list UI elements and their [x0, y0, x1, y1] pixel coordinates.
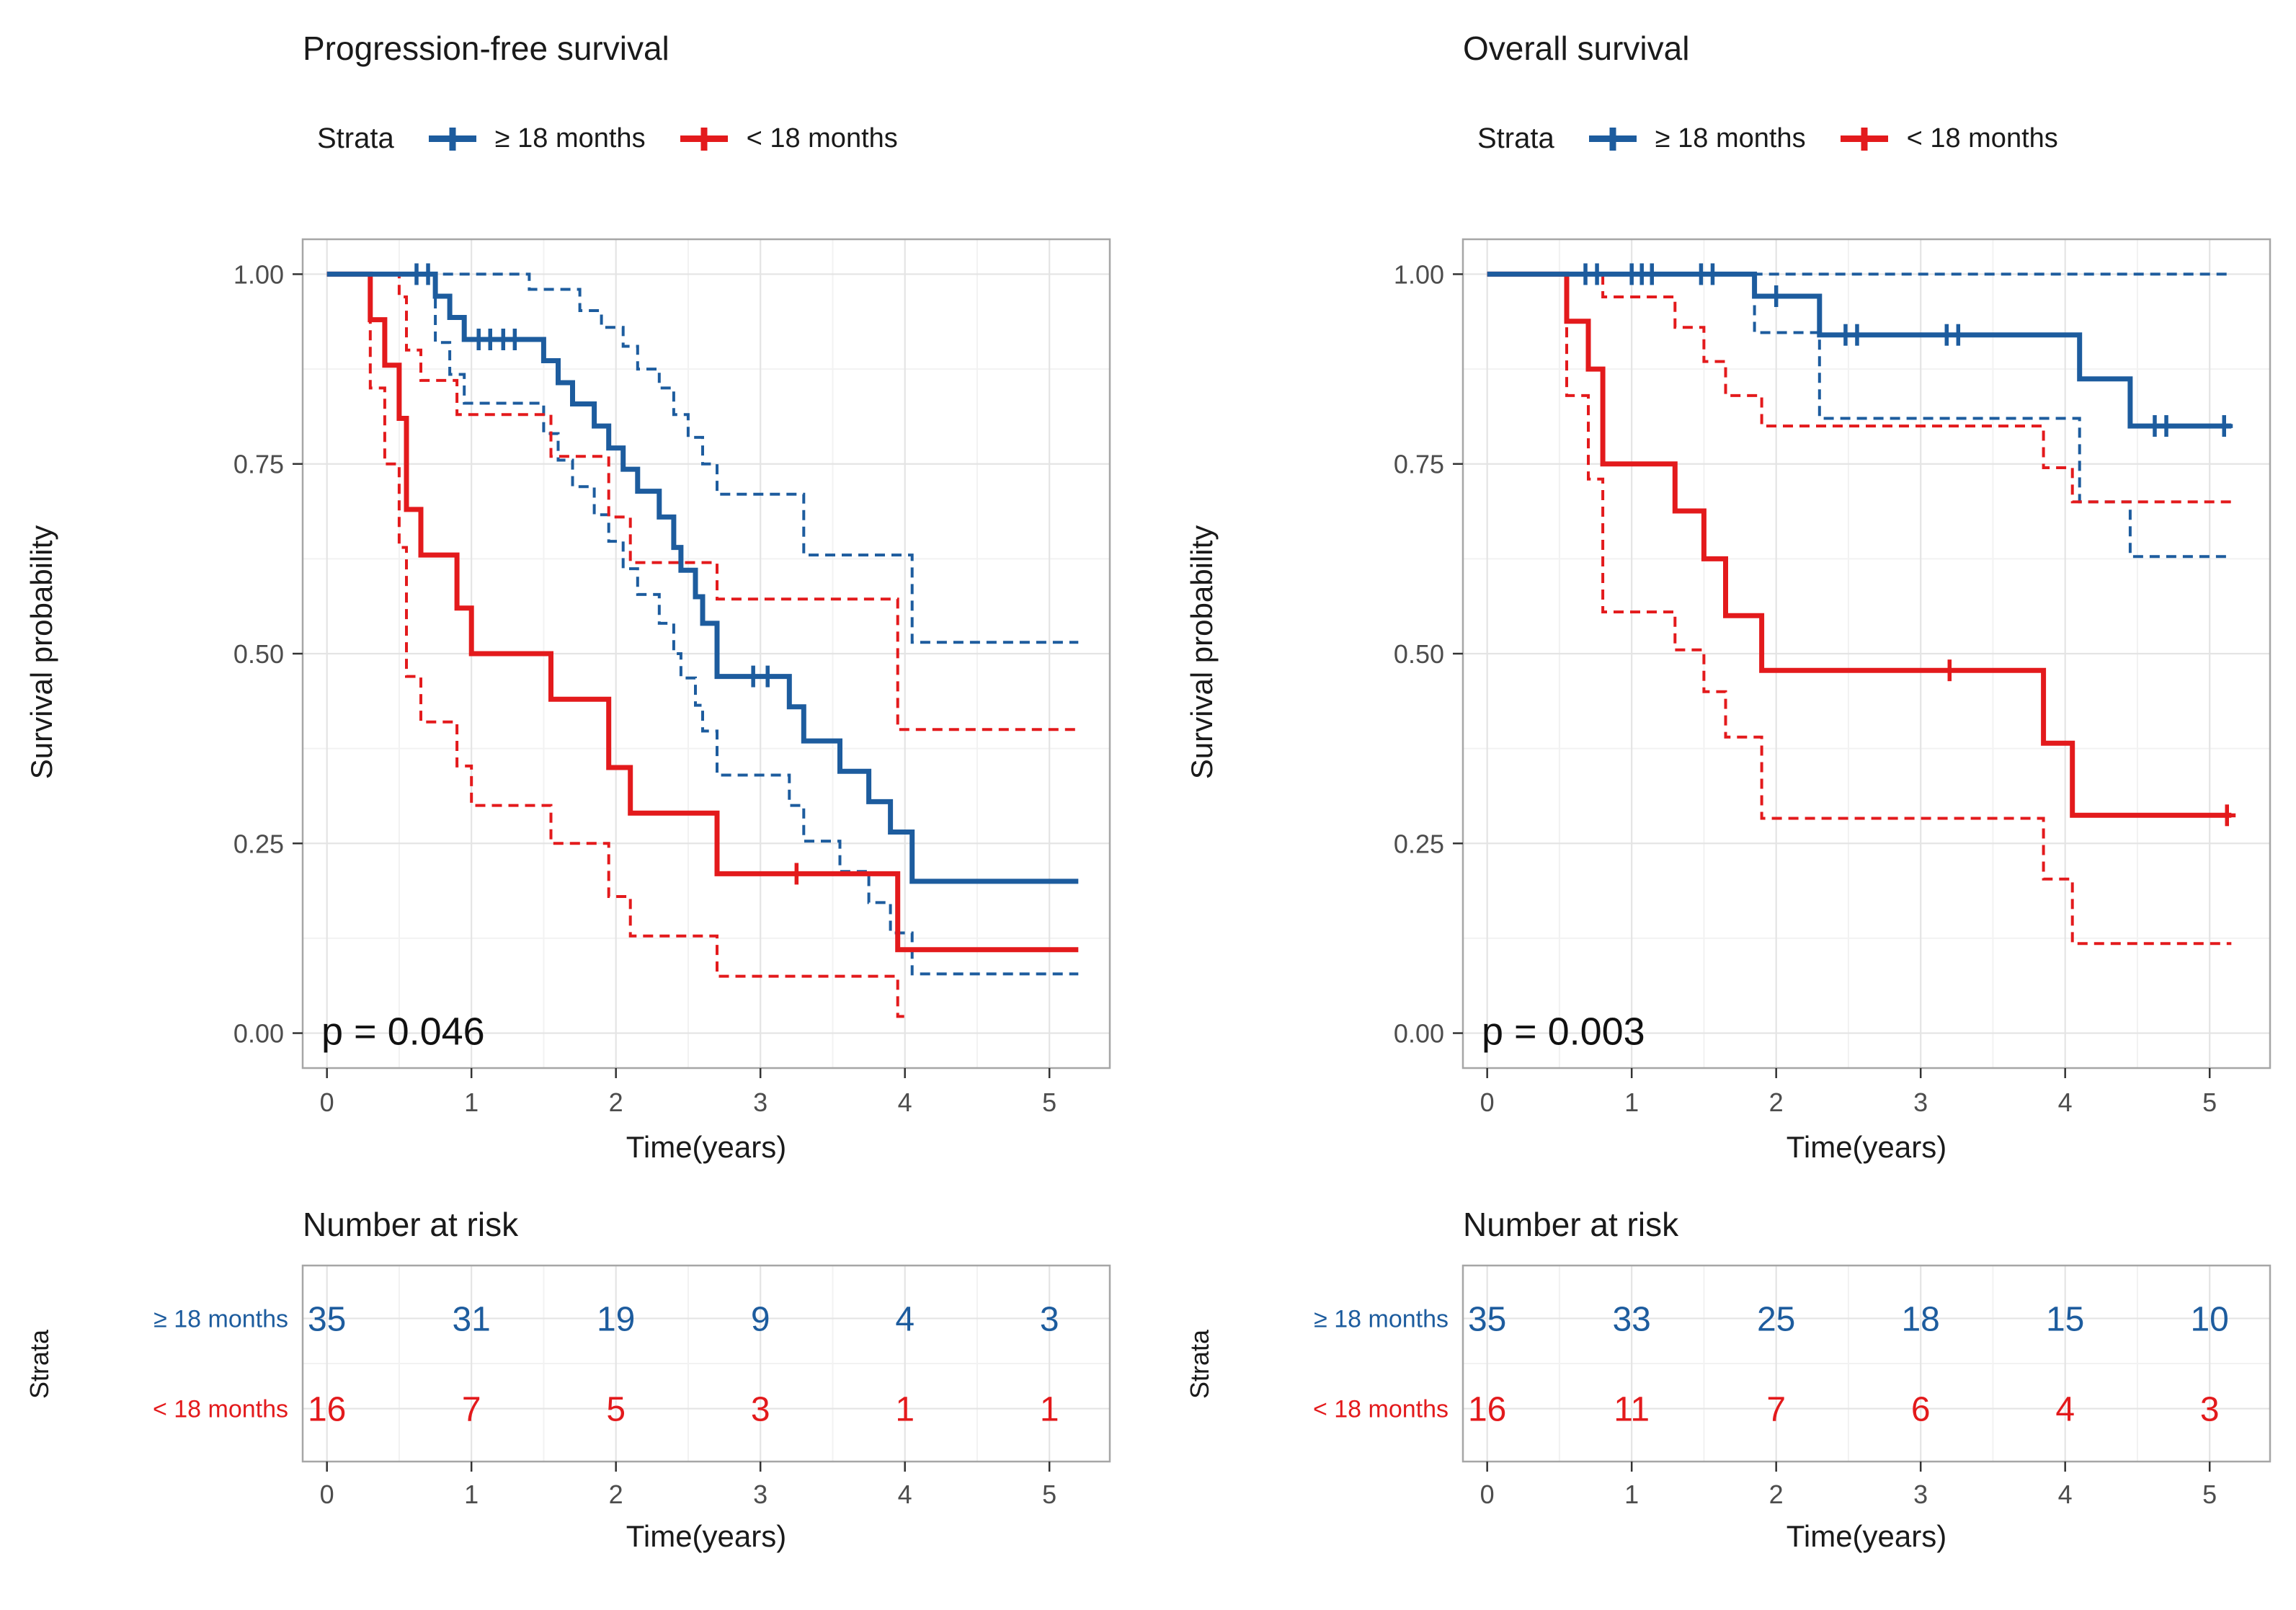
svg-text:4: 4	[2055, 1391, 2075, 1429]
svg-text:31: 31	[452, 1300, 490, 1338]
os-title: Overall survival	[1463, 30, 1690, 67]
svg-text:16: 16	[1468, 1391, 1506, 1429]
svg-text:4: 4	[2058, 1088, 2073, 1117]
svg-text:0: 0	[1480, 1480, 1495, 1509]
legend-item-lt18: < 18 months	[680, 123, 898, 154]
svg-text:19: 19	[597, 1300, 635, 1338]
svg-text:1: 1	[1624, 1088, 1639, 1117]
legend-key-icon	[428, 135, 476, 142]
pfs-risk-table: 0 1 2 3 4 5≥ 18 months 35 31 19 9 4 3< 18 months 16 7…	[153, 1264, 1111, 1509]
svg-text:1: 1	[464, 1480, 479, 1509]
svg-text:< 18 months: < 18 months	[153, 1396, 288, 1423]
svg-text:1: 1	[1040, 1391, 1059, 1429]
svg-text:3: 3	[1913, 1088, 1928, 1117]
svg-text:2: 2	[1769, 1480, 1784, 1509]
svg-text:5: 5	[2202, 1480, 2217, 1509]
os-risk-title: Number at risk	[1463, 1206, 1679, 1243]
svg-text:0: 0	[1480, 1088, 1495, 1117]
svg-text:6: 6	[1911, 1391, 1931, 1429]
svg-text:11: 11	[1614, 1391, 1650, 1429]
panel-progression-free-survival: Progression-free survival Strata ≥ 18 mo…	[0, 0, 1148, 1610]
svg-text:3: 3	[1040, 1300, 1059, 1338]
svg-text:2: 2	[1769, 1088, 1784, 1117]
svg-text:0.50: 0.50	[1394, 639, 1444, 669]
svg-text:35: 35	[308, 1300, 346, 1338]
legend-title: Strata	[1477, 123, 1554, 154]
svg-text:1: 1	[464, 1088, 479, 1117]
svg-text:1: 1	[895, 1391, 915, 1429]
svg-text:≥ 18 months: ≥ 18 months	[153, 1305, 288, 1333]
svg-text:0.25: 0.25	[233, 829, 284, 858]
pfs-risk-title: Number at risk	[303, 1206, 519, 1243]
svg-text:2: 2	[609, 1088, 623, 1117]
os-risk-table: 0 1 2 3 4 5 ≥ 18 months 35 33 25 18 15 10 < 18 months…	[1313, 1264, 2271, 1509]
svg-text:9: 9	[751, 1300, 770, 1338]
svg-text:0.00: 0.00	[1394, 1019, 1444, 1049]
svg-text:5: 5	[606, 1391, 626, 1429]
svg-text:0.50: 0.50	[233, 639, 284, 669]
svg-text:5: 5	[1042, 1088, 1056, 1117]
legend-key-icon	[1588, 135, 1637, 142]
pfs-risk-x-axis-title: Time(years)	[626, 1519, 787, 1553]
svg-text:7: 7	[1766, 1391, 1786, 1429]
pfs-x-axis-title: Time(years)	[626, 1130, 787, 1164]
svg-text:4: 4	[898, 1088, 912, 1117]
legend-label: ≥ 18 months	[1655, 123, 1806, 154]
svg-text:3: 3	[753, 1088, 767, 1117]
svg-text:3: 3	[753, 1480, 767, 1509]
svg-text:5: 5	[1042, 1480, 1056, 1509]
svg-text:0.25: 0.25	[1394, 829, 1444, 858]
pfs-y-axis-title: Survival probability	[25, 525, 58, 780]
os-risk-x-axis-title: Time(years)	[1786, 1519, 1947, 1553]
svg-text:4: 4	[898, 1480, 912, 1509]
legend-title: Strata	[317, 123, 394, 154]
legend-key-icon	[1840, 135, 1888, 142]
svg-text:≥ 18 months: ≥ 18 months	[1314, 1305, 1449, 1333]
legend-key-icon	[680, 135, 728, 142]
os-x-axis-title: Time(years)	[1786, 1130, 1947, 1164]
pfs-km-plot: 0 1 2 3 4 5 0.00 0.25 0.50 0.75 1.00 p = 0.046	[233, 238, 1111, 1117]
pfs-risk-strata-axis-label: Strata	[25, 1329, 54, 1400]
pfs-title: Progression-free survival	[303, 30, 669, 67]
pfs-legend: Strata ≥ 18 months < 18 months	[317, 123, 898, 155]
svg-text:25: 25	[1757, 1300, 1795, 1338]
svg-text:2: 2	[609, 1480, 623, 1509]
svg-text:1.00: 1.00	[1394, 259, 1444, 289]
svg-text:1: 1	[1624, 1480, 1639, 1509]
svg-text:15: 15	[2046, 1300, 2084, 1338]
svg-text:0.75: 0.75	[1394, 450, 1444, 479]
legend-item-ge18: ≥ 18 months	[428, 123, 646, 154]
panel-overall-survival: Overall survival Strata ≥ 18 months < 18…	[1160, 0, 2296, 1610]
os-risk-strata-axis-label: Strata	[1185, 1329, 1214, 1400]
svg-text:4: 4	[2058, 1480, 2073, 1509]
svg-text:p = 0.003: p = 0.003	[1482, 1010, 1645, 1054]
svg-text:18: 18	[1901, 1300, 1939, 1338]
svg-text:10: 10	[2190, 1300, 2228, 1338]
legend-item-ge18: ≥ 18 months	[1588, 123, 1806, 154]
svg-text:3: 3	[1913, 1480, 1928, 1509]
svg-text:3: 3	[751, 1391, 770, 1429]
legend-label: ≥ 18 months	[494, 123, 646, 154]
svg-text:4: 4	[895, 1300, 915, 1338]
svg-text:0.75: 0.75	[233, 450, 284, 479]
svg-text:33: 33	[1612, 1300, 1650, 1338]
os-y-axis-title: Survival probability	[1185, 525, 1219, 780]
svg-text:0: 0	[320, 1480, 334, 1509]
svg-text:0.00: 0.00	[233, 1019, 284, 1049]
svg-text:1.00: 1.00	[233, 259, 284, 289]
legend-label: < 18 months	[746, 123, 898, 154]
svg-text:p = 0.046: p = 0.046	[321, 1010, 485, 1054]
svg-text:35: 35	[1468, 1300, 1506, 1338]
svg-text:16: 16	[308, 1391, 346, 1429]
os-km-plot: 0 1 2 3 4 5 0.00 0.25 0.50 0.75 1.00 p = 0.003	[1394, 238, 2271, 1117]
legend-item-lt18: < 18 months	[1840, 123, 2058, 154]
svg-text:7: 7	[462, 1391, 481, 1429]
svg-text:0: 0	[320, 1088, 334, 1117]
legend-label: < 18 months	[1906, 123, 2058, 154]
svg-text:< 18 months: < 18 months	[1313, 1396, 1449, 1423]
svg-text:3: 3	[2200, 1391, 2220, 1429]
os-legend: Strata ≥ 18 months < 18 months	[1477, 123, 2058, 155]
svg-text:5: 5	[2202, 1088, 2217, 1117]
